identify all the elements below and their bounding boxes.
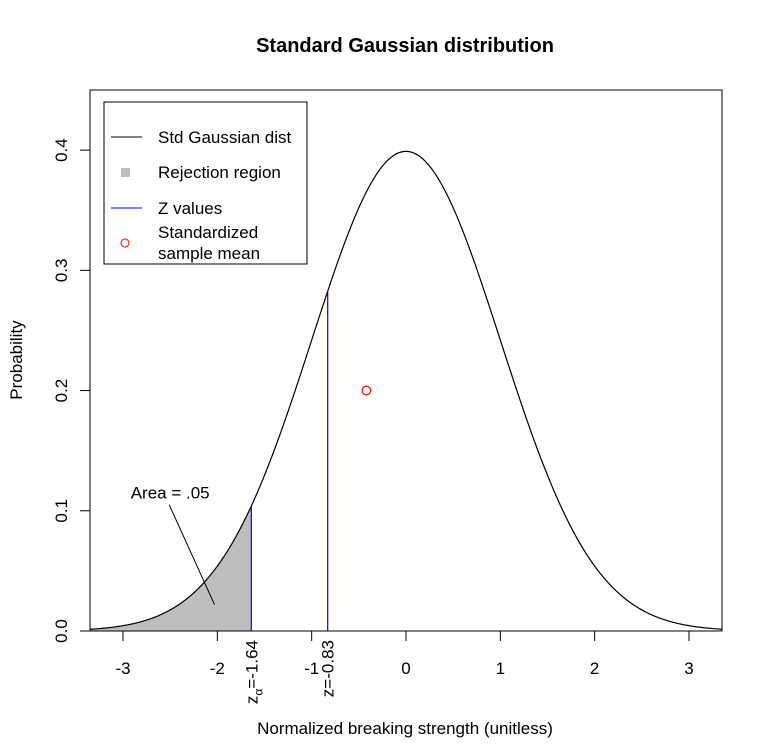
x-tick-label-4: 1 <box>496 659 505 678</box>
x-tick-label-2: -1 <box>304 659 319 678</box>
legend: Std Gaussian dist Rejection region Z val… <box>103 101 308 265</box>
x-tick-label-0: -3 <box>115 659 130 678</box>
legend-label-point-line1: Standardized <box>158 223 258 242</box>
x-tick-label-1: -2 <box>210 659 225 678</box>
x-tick-label-3: 0 <box>401 659 410 678</box>
x-axis-label: Normalized breaking strength (unitless) <box>257 719 553 738</box>
chart-title: Standard Gaussian distribution <box>256 35 554 57</box>
z-label-0: zα=-1.64 <box>242 640 265 704</box>
area-annotation-pointer <box>168 504 215 605</box>
plot-area: Area = .05 <box>89 150 723 631</box>
legend-label-region: Rejection region <box>158 163 281 182</box>
z-label-1: z=-0.83 <box>319 640 338 697</box>
legend-point-swatch <box>120 238 130 248</box>
y-tick-label-4: 0.4 <box>52 138 71 162</box>
y-axis: 0.0 0.1 0.2 0.3 0.4 <box>52 138 90 643</box>
area-annotation: Area = .05 <box>131 484 210 503</box>
y-tick-label-2: 0.2 <box>52 379 71 403</box>
y-axis-label: Probability <box>7 320 26 400</box>
y-tick-label-3: 0.3 <box>52 259 71 283</box>
legend-label-curve: Std Gaussian dist <box>158 128 292 147</box>
x-axis: zα=-1.64 z=-0.83 -3 -2 -1 0 1 2 3 <box>115 631 694 704</box>
y-tick-label-1: 0.1 <box>52 499 71 523</box>
legend-label-z: Z values <box>158 199 222 218</box>
x-tick-label-5: 2 <box>590 659 599 678</box>
y-tick-label-0: 0.0 <box>52 619 71 643</box>
rejection-region <box>90 506 252 631</box>
legend-region-swatch <box>121 168 130 177</box>
x-tick-label-6: 3 <box>684 659 693 678</box>
legend-label-point-line2: sample mean <box>158 244 260 263</box>
legend-box <box>103 101 308 265</box>
sample-mean-point <box>361 385 372 396</box>
gaussian-curve <box>89 150 723 630</box>
